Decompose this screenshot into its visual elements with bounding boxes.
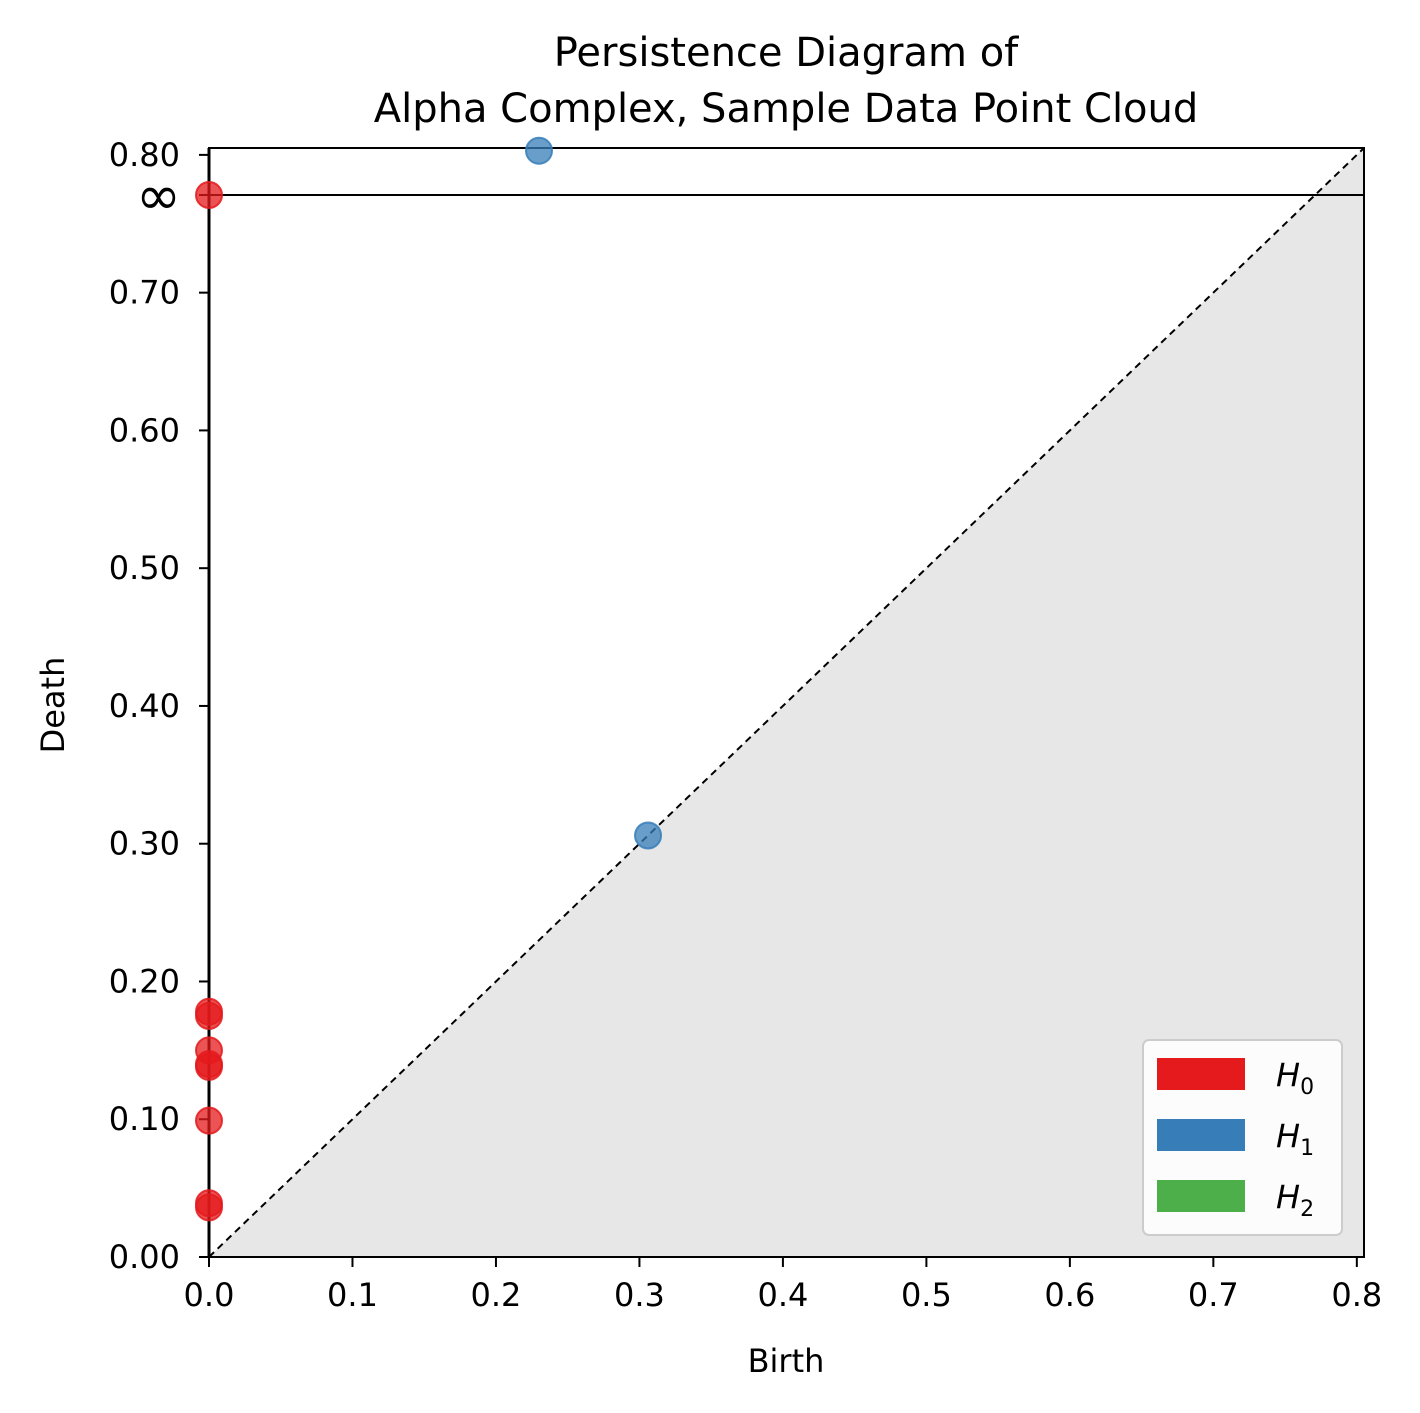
x-tick-label: 0.6 bbox=[1044, 1276, 1095, 1314]
x-tick-label: 0.8 bbox=[1331, 1276, 1382, 1314]
y-tick-label: 0.20 bbox=[109, 962, 180, 1000]
y-tick-label: 0.40 bbox=[109, 687, 180, 725]
legend-label-h2: H2 bbox=[1276, 1178, 1314, 1222]
infinity-tick-label: ∞ bbox=[136, 164, 181, 227]
x-tick-label: 0.4 bbox=[757, 1276, 808, 1314]
data-point-h0 bbox=[195, 1193, 223, 1222]
y-tick-label: 0.30 bbox=[109, 825, 180, 863]
chart-title-line-2: Alpha Complex, Sample Data Point Cloud bbox=[374, 86, 1199, 132]
x-tick-label: 0.3 bbox=[614, 1276, 665, 1314]
chart-legend: H0 H1 H2 bbox=[1142, 1039, 1343, 1236]
plot-area: 0.0 0.1 0.2 0.3 0.4 0.5 0.6 0.7 0.8 0.00 0.10 0.20 0… bbox=[109, 136, 1383, 1314]
diagonal-line bbox=[208, 147, 1365, 1258]
legend-label-h1: H1 bbox=[1276, 1117, 1314, 1161]
y-axis-label: Death bbox=[34, 657, 72, 754]
data-point-h1 bbox=[634, 821, 663, 850]
data-point-h0 bbox=[195, 1106, 223, 1135]
data-point-h1 bbox=[525, 136, 553, 165]
y-tick-label: 0.80 bbox=[109, 136, 180, 174]
data-point-h0 bbox=[195, 1001, 223, 1030]
legend-label-h0: H0 bbox=[1276, 1056, 1314, 1100]
x-axis-label: Birth bbox=[748, 1342, 825, 1380]
y-tick-label: 0.10 bbox=[109, 1100, 180, 1138]
x-tick-label: 0.2 bbox=[471, 1276, 522, 1314]
data-point-h0 bbox=[195, 1052, 223, 1081]
x-tick-label: 0.7 bbox=[1188, 1276, 1239, 1314]
x-tick-label: 0.1 bbox=[327, 1276, 378, 1314]
legend-swatch-h2 bbox=[1157, 1180, 1245, 1212]
axes-frame bbox=[208, 147, 1365, 1258]
data-point-h0 bbox=[195, 181, 223, 209]
y-tick-label: 0.50 bbox=[109, 549, 180, 587]
y-tick-label: 0.00 bbox=[109, 1238, 180, 1276]
x-tick-label: 0.0 bbox=[184, 1276, 235, 1314]
legend-swatch-h0 bbox=[1157, 1058, 1245, 1090]
legend-swatch-h1 bbox=[1157, 1119, 1245, 1151]
y-tick-label: 0.70 bbox=[109, 274, 180, 312]
y-tick-label: 0.60 bbox=[109, 411, 180, 449]
chart-title-line-1: Persistence Diagram of bbox=[554, 30, 1019, 76]
x-tick-label: 0.5 bbox=[901, 1276, 952, 1314]
